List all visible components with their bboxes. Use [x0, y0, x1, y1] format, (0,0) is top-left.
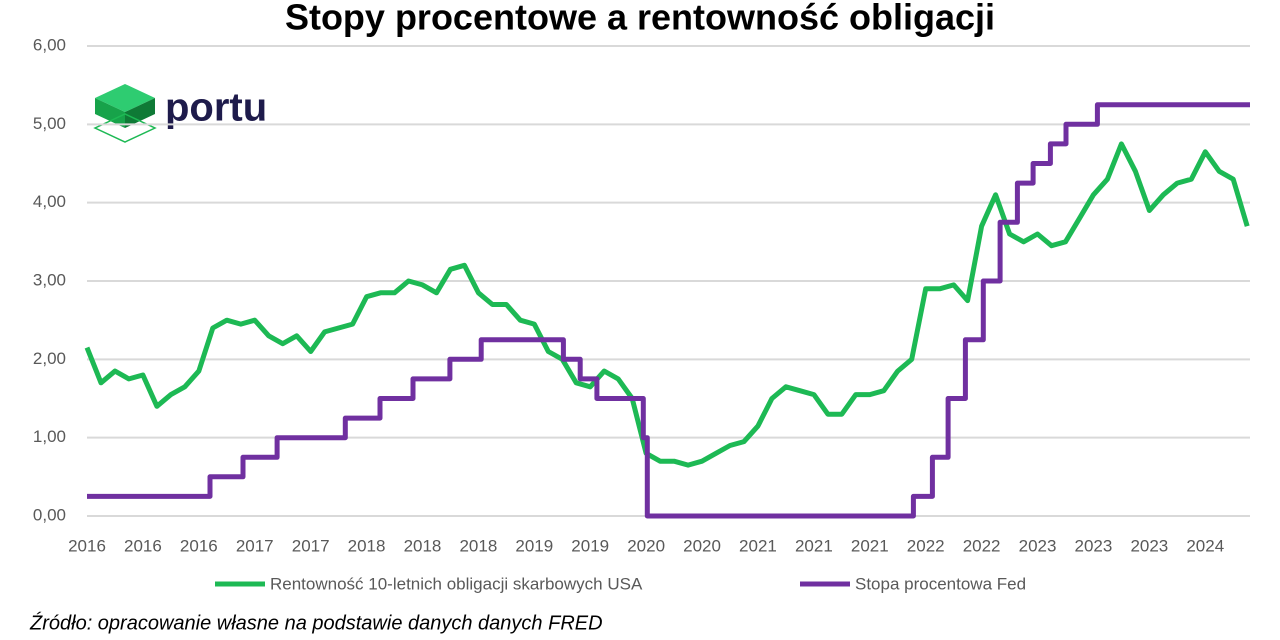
x-tick-label: 2021 — [795, 536, 833, 555]
x-tick-label: 2023 — [1019, 536, 1057, 555]
x-tick-label: 2018 — [404, 536, 442, 555]
chart-title: Stopy procentowe a rentowność obligacji — [285, 0, 995, 38]
x-tick-label: 2023 — [1130, 536, 1168, 555]
x-tick-label: 2020 — [627, 536, 665, 555]
y-tick-label: 1,00 — [33, 427, 66, 446]
x-tick-label: 2016 — [124, 536, 162, 555]
y-tick-label: 3,00 — [33, 270, 66, 289]
x-tick-label: 2020 — [683, 536, 721, 555]
x-tick-label: 2021 — [739, 536, 777, 555]
x-tick-label: 2017 — [292, 536, 330, 555]
x-tick-label: 2024 — [1186, 536, 1224, 555]
x-tick-label: 2018 — [348, 536, 386, 555]
x-tick-label: 2021 — [851, 536, 889, 555]
x-tick-label: 2016 — [68, 536, 106, 555]
x-tick-label: 2019 — [571, 536, 609, 555]
x-tick-label: 2022 — [907, 536, 945, 555]
x-tick-label: 2016 — [180, 536, 218, 555]
legend-label: Rentowność 10-letnich obligacji skarbowy… — [270, 574, 643, 593]
y-tick-label: 4,00 — [33, 192, 66, 211]
y-tick-label: 0,00 — [33, 505, 66, 524]
x-tick-label: 2023 — [1075, 536, 1113, 555]
series-line — [84, 141, 1250, 468]
y-tick-label: 5,00 — [33, 114, 66, 133]
x-tick-label: 2018 — [459, 536, 497, 555]
legend-label: Stopa procentowa Fed — [855, 574, 1026, 593]
logo: portu — [93, 84, 267, 143]
x-tick-label: 2019 — [515, 536, 553, 555]
source: Źródło: opracowanie własne na podstawie … — [29, 611, 603, 634]
series-line — [87, 102, 1250, 519]
y-tick-label: 2,00 — [33, 349, 66, 368]
logo-text: portu — [165, 86, 267, 130]
y-tick-label: 6,00 — [33, 35, 66, 54]
x-tick-label: 2017 — [236, 536, 274, 555]
x-tick-label: 2022 — [963, 536, 1001, 555]
